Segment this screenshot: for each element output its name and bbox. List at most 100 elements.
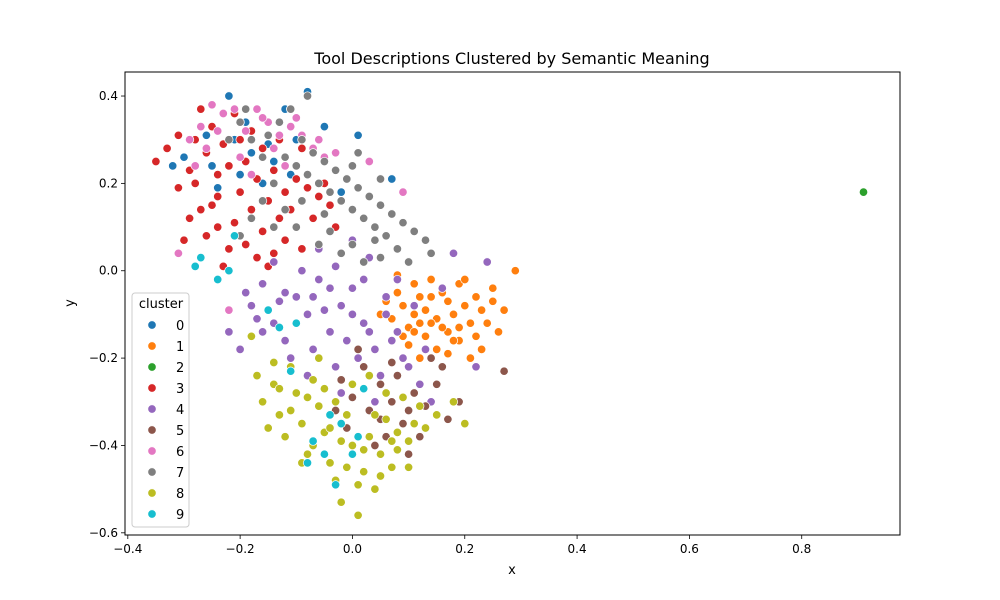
scatter-point-cluster-4 bbox=[280, 336, 290, 346]
scatter-point-cluster-6 bbox=[173, 248, 183, 258]
scatter-point-cluster-1 bbox=[426, 292, 436, 302]
scatter-point-cluster-7 bbox=[325, 226, 335, 236]
scatter-point-cluster-4 bbox=[409, 301, 419, 311]
scatter-point-cluster-3 bbox=[213, 170, 223, 180]
y-tick-label: 0.4 bbox=[99, 89, 118, 103]
scatter-point-cluster-3 bbox=[162, 143, 172, 153]
scatter-point-cluster-7 bbox=[269, 222, 279, 232]
scatter-point-cluster-4 bbox=[269, 257, 279, 267]
scatter-point-cluster-1 bbox=[493, 327, 504, 337]
scatter-point-cluster-7 bbox=[375, 200, 386, 210]
scatter-point-cluster-4 bbox=[291, 292, 301, 302]
scatter-point-cluster-7 bbox=[353, 183, 363, 193]
scatter-point-cluster-7 bbox=[319, 156, 329, 167]
scatter-point-cluster-4 bbox=[302, 309, 313, 319]
scatter-point-cluster-8 bbox=[336, 436, 346, 446]
scatter-point-cluster-5 bbox=[415, 432, 425, 442]
scatter-point-cluster-8 bbox=[302, 449, 313, 459]
scatter-point-cluster-4 bbox=[342, 336, 352, 346]
scatter-point-cluster-7 bbox=[347, 239, 357, 250]
scatter-point-cluster-5 bbox=[353, 344, 363, 354]
scatter-point-cluster-3 bbox=[185, 213, 195, 223]
scatter-point-cluster-8 bbox=[409, 419, 419, 429]
scatter-point-cluster-8 bbox=[274, 384, 284, 394]
scatter-point-cluster-8 bbox=[353, 480, 363, 490]
scatter-point-cluster-5 bbox=[387, 357, 397, 368]
scatter-point-cluster-1 bbox=[448, 309, 459, 319]
scatter-point-cluster-8 bbox=[381, 388, 391, 398]
y-tick-label: 0.0 bbox=[99, 264, 118, 278]
x-tick-label: −0.4 bbox=[113, 542, 142, 556]
x-tick-label: 0.6 bbox=[680, 542, 699, 556]
scatter-point-cluster-7 bbox=[325, 187, 335, 197]
scatter-point-cluster-8 bbox=[375, 471, 386, 481]
scatter-point-cluster-4 bbox=[336, 388, 346, 398]
scatter-point-cluster-8 bbox=[252, 371, 262, 381]
scatter-point-cluster-0 bbox=[336, 187, 346, 197]
scatter-point-cluster-8 bbox=[460, 419, 470, 429]
scatter-point-cluster-6 bbox=[258, 113, 268, 123]
scatter-point-cluster-6 bbox=[229, 104, 240, 114]
scatter-point-cluster-1 bbox=[465, 318, 475, 328]
scatter-point-cluster-1 bbox=[477, 305, 487, 315]
scatter-point-cluster-9 bbox=[336, 419, 346, 429]
scatter-point-cluster-1 bbox=[443, 296, 453, 306]
scatter-point-cluster-3 bbox=[213, 222, 223, 232]
scatter-point-cluster-6 bbox=[280, 161, 290, 171]
scatter-point-cluster-4 bbox=[319, 305, 329, 315]
scatter-point-cluster-3 bbox=[274, 213, 284, 223]
scatter-point-cluster-8 bbox=[420, 423, 431, 433]
scatter-point-cluster-0 bbox=[224, 91, 234, 101]
scatter-point-cluster-4 bbox=[437, 283, 447, 293]
scatter-point-cluster-7 bbox=[426, 248, 436, 258]
scatter-point-cluster-3 bbox=[269, 248, 279, 258]
scatter-point-cluster-8 bbox=[370, 484, 380, 494]
legend-marker-cluster-4 bbox=[147, 404, 157, 414]
scatter-point-cluster-8 bbox=[359, 467, 369, 477]
y-tick-label: −0.2 bbox=[89, 351, 118, 365]
scatter-point-cluster-4 bbox=[331, 362, 341, 372]
scatter-point-cluster-7 bbox=[420, 235, 431, 245]
scatter-point-cluster-6 bbox=[246, 170, 256, 180]
scatter-point-cluster-4 bbox=[370, 344, 380, 354]
scatter-point-cluster-0 bbox=[207, 161, 217, 171]
scatter-point-cluster-8 bbox=[269, 357, 279, 368]
scatter-point-cluster-4 bbox=[359, 318, 369, 328]
y-tick-label: −0.6 bbox=[89, 526, 118, 540]
scatter-point-cluster-7 bbox=[258, 152, 268, 162]
scatter-point-cluster-5 bbox=[398, 419, 408, 429]
scatter-point-cluster-7 bbox=[235, 117, 245, 127]
scatter-point-cluster-0 bbox=[353, 130, 363, 140]
legend-marker-cluster-8 bbox=[147, 488, 157, 498]
scatter-point-cluster-8 bbox=[432, 410, 442, 420]
scatter-point-cluster-0 bbox=[235, 170, 245, 180]
scatter-point-cluster-8 bbox=[387, 436, 397, 446]
scatter-point-cluster-8 bbox=[342, 410, 352, 420]
scatter-point-cluster-0 bbox=[213, 183, 223, 193]
scatter-point-cluster-4 bbox=[314, 274, 324, 285]
scatter-point-cluster-7 bbox=[308, 148, 318, 158]
scatter-point-cluster-5 bbox=[499, 366, 509, 376]
scatter-point-cluster-7 bbox=[347, 161, 357, 171]
scatter-point-cluster-8 bbox=[347, 440, 357, 451]
scatter-point-cluster-4 bbox=[387, 336, 397, 346]
scatter-point-cluster-7 bbox=[302, 170, 313, 180]
scatter-point-cluster-1 bbox=[460, 274, 470, 285]
scatter-point-cluster-7 bbox=[381, 231, 391, 241]
scatter-point-cluster-4 bbox=[308, 292, 318, 302]
scatter-point-cluster-1 bbox=[415, 292, 425, 302]
scatter-point-cluster-4 bbox=[392, 274, 402, 285]
scatter-point-cluster-6 bbox=[235, 152, 245, 162]
scatter-point-cluster-3 bbox=[207, 200, 217, 210]
scatter-point-cluster-6 bbox=[269, 143, 279, 153]
scatter-point-cluster-4 bbox=[246, 301, 256, 311]
scatter-point-cluster-3 bbox=[297, 143, 307, 153]
scatter-point-cluster-8 bbox=[274, 410, 284, 420]
scatter-point-cluster-0 bbox=[387, 174, 397, 184]
scatter-point-cluster-8 bbox=[314, 401, 324, 411]
x-tick-label: 0.4 bbox=[568, 542, 587, 556]
scatter-point-cluster-5 bbox=[409, 388, 419, 398]
scatter-point-cluster-4 bbox=[347, 309, 357, 319]
scatter-point-cluster-8 bbox=[325, 423, 335, 433]
scatter-point-cluster-7 bbox=[314, 178, 324, 188]
